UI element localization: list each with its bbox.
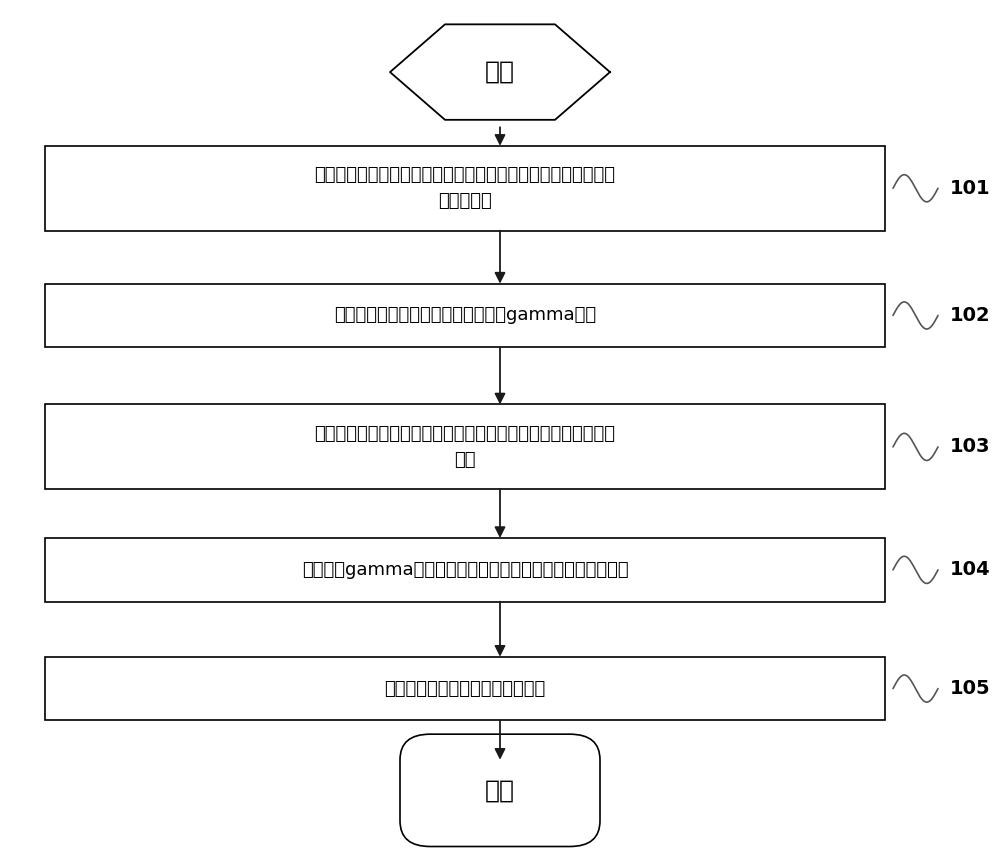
Bar [45,283,885,348]
Text: 采用所述目标灰阶值显示所述图像: 采用所述目标灰阶值显示所述图像 [384,679,546,698]
Text: 当接收到屏幕亮度的调整信号时，将所述终端屏幕的亮度调整为
预设亮度值: 当接收到屏幕亮度的调整信号时，将所述终端屏幕的亮度调整为 预设亮度值 [314,166,616,210]
FancyBboxPatch shape [400,734,600,846]
Text: 104: 104 [950,561,991,579]
Bar [45,146,885,231]
Text: 开始: 开始 [485,60,515,84]
Text: 采用所述gamma曲线调节所述图像的灰阶值，得到目标灰阶值: 采用所述gamma曲线调节所述图像的灰阶值，得到目标灰阶值 [302,561,628,579]
Text: 103: 103 [950,438,991,456]
Text: 102: 102 [950,306,991,325]
Bar [45,404,885,489]
Bar [45,656,885,721]
Text: 101: 101 [950,179,991,198]
Bar [45,538,885,602]
Text: 105: 105 [950,679,991,698]
Polygon shape [390,25,610,120]
Text: 获取所述屏幕亮度的调整信号对应的gamma曲线: 获取所述屏幕亮度的调整信号对应的gamma曲线 [334,306,596,325]
Text: 当接收到在所述终端屏幕上待显示的图像时，提取所述图像的灰
阶值: 当接收到在所述终端屏幕上待显示的图像时，提取所述图像的灰 阶值 [314,425,616,469]
Text: 结束: 结束 [485,778,515,802]
